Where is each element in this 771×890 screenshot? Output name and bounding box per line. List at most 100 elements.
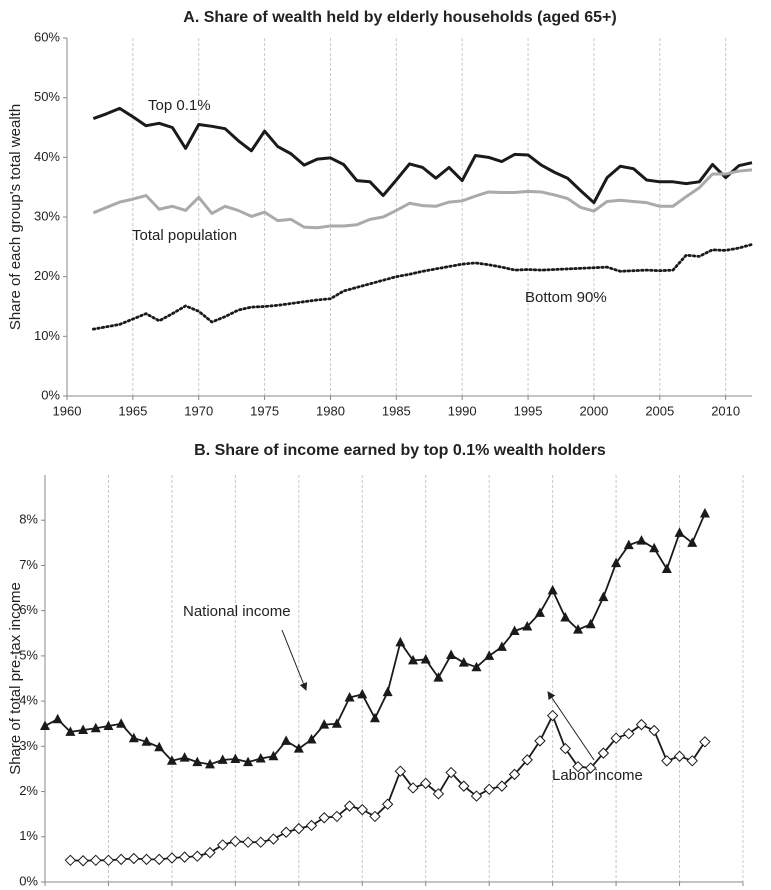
marker [446,649,457,659]
marker [255,753,266,763]
marker [699,736,711,748]
marker [319,719,330,729]
marker [610,732,622,744]
marker [496,641,507,651]
marker [191,850,203,862]
x-tick-label: 1970 [184,403,213,418]
marker [357,688,368,699]
marker [407,782,419,794]
marker [103,720,114,730]
marker [408,654,419,665]
series-line [44,513,706,766]
marker [78,724,89,735]
marker [128,852,140,865]
marker [496,780,508,792]
y-tick-label: 3% [19,738,38,753]
x-tick-label: 1960 [53,403,82,418]
marker [192,756,203,767]
series-label: Labor income [552,767,643,784]
marker [585,762,597,774]
x-tick-label: 1975 [250,403,279,418]
marker [649,542,660,553]
marker [471,661,482,672]
marker [534,607,545,617]
marker [229,835,242,848]
marker [585,618,596,629]
annotation-arrow [547,691,595,761]
marker [484,650,495,660]
marker [102,854,115,867]
y-tick-label: 8% [19,512,38,527]
y-tick-label: 6% [19,602,38,617]
y-tick-label: 4% [19,693,38,708]
marker [128,732,139,743]
marker [661,755,673,767]
marker [166,755,177,765]
marker [115,853,127,866]
series-label: Bottom 90% [525,289,607,306]
marker [445,766,457,779]
marker [483,783,495,796]
marker [242,836,254,848]
marker [356,803,368,816]
y-tick-label: 60% [34,29,60,44]
marker [230,753,241,763]
marker [90,854,102,867]
y-tick-label: 1% [19,828,38,843]
marker [141,736,152,746]
marker [420,654,431,664]
x-tick-label: 1985 [382,403,411,418]
marker [534,735,546,747]
x-tick-label: 1965 [118,403,147,418]
marker [293,743,304,753]
series-line [70,714,706,862]
y-axis-title: Share of each group's total wealth [7,104,24,330]
marker [635,718,648,731]
marker [521,754,533,766]
marker [306,734,317,744]
marker [64,854,77,867]
chart-title: A. Share of wealth held by elderly house… [183,9,616,26]
x-tick-label: 2005 [645,403,674,418]
series-line [91,243,754,331]
marker [77,855,89,867]
marker [204,846,216,859]
marker [153,853,165,866]
marker [268,750,279,761]
marker [458,780,470,792]
marker [166,852,178,864]
marker [546,709,559,722]
x-tick-label: 2010 [711,403,740,418]
marker [267,833,280,845]
marker [381,798,394,810]
marker [369,810,381,823]
marker [243,756,254,767]
marker [522,620,533,631]
y-tick-label: 40% [34,149,60,164]
marker [369,712,380,723]
marker [636,535,647,545]
y-tick-label: 5% [19,647,38,662]
marker [611,557,622,568]
series-label: Top 0.1% [148,97,211,114]
marker [178,851,191,863]
marker [597,747,610,759]
marker [699,507,710,518]
marker [140,853,153,866]
marker [331,810,343,823]
marker [40,720,50,730]
series-label: Total population [132,227,237,244]
series-label: National income [183,603,291,620]
y-tick-label: 0% [41,387,60,402]
marker [90,722,101,733]
marker [547,584,558,595]
marker [573,624,584,634]
marker [432,788,445,800]
x-tick-label: 1995 [514,403,543,418]
annotation-arrow [281,629,308,691]
marker [560,611,571,622]
marker [154,741,165,752]
marker [687,537,698,547]
marker [395,636,406,647]
